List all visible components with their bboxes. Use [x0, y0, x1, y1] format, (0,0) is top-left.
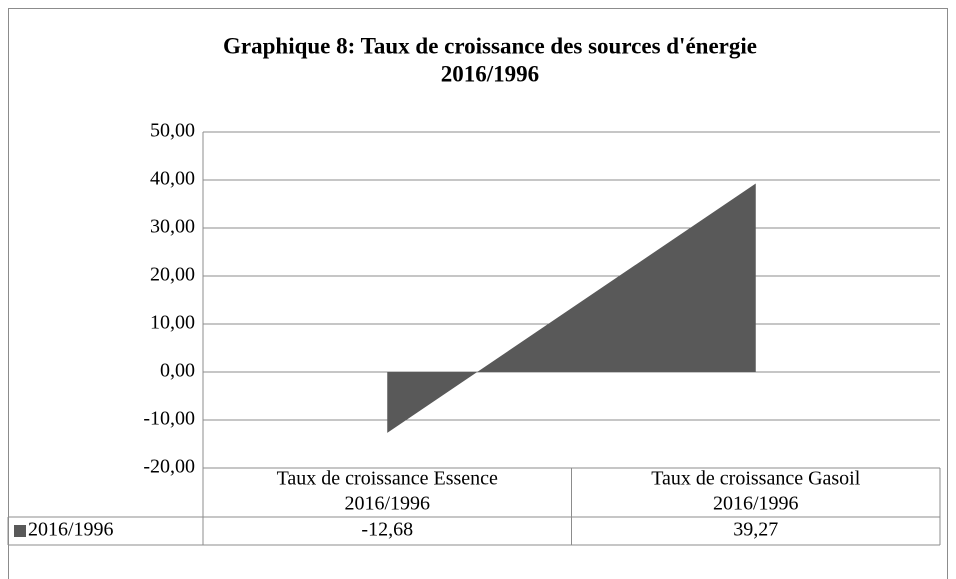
data-label: 39,27: [733, 519, 778, 541]
area: [387, 183, 756, 433]
y-tick-label: -10,00: [143, 408, 195, 430]
y-tick-label: 40,00: [150, 168, 195, 190]
x-tick-label: 2016/1996: [344, 493, 430, 515]
y-tick-label: 20,00: [150, 264, 195, 286]
chart-title: 2016/1996: [441, 61, 539, 86]
chart-title: Graphique 8: Taux de croissance des sour…: [223, 33, 757, 58]
chart-border: [8, 8, 948, 579]
x-tick-label: Taux de croissance Gasoil: [651, 468, 861, 490]
y-tick-label: 50,00: [150, 120, 195, 142]
y-tick-label: 10,00: [150, 312, 195, 334]
x-tick-label: 2016/1996: [713, 493, 799, 515]
y-tick-label: 30,00: [150, 216, 195, 238]
x-tick-label: Taux de croissance Essence: [277, 468, 498, 490]
y-tick-label: -20,00: [143, 456, 195, 478]
y-tick-label: 0,00: [160, 360, 195, 382]
legend-swatch: [14, 525, 26, 537]
legend-label: 2016/1996: [28, 519, 114, 541]
data-label: -12,68: [361, 519, 413, 541]
